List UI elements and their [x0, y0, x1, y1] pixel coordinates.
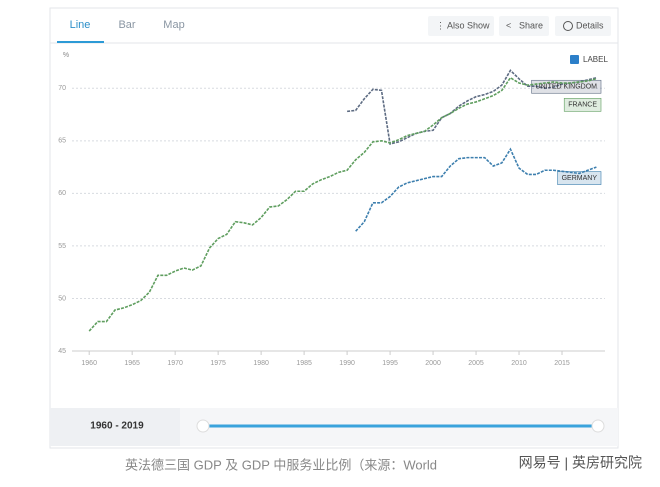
- caption: 英法德三国 GDP 及 GDP 中服务业比例（来源：World: [125, 457, 437, 472]
- button[interactable]: [555, 16, 611, 36]
- series-line: [88, 76, 597, 332]
- series-label-box: [557, 171, 602, 185]
- x-tick-label: 1965: [124, 360, 140, 367]
- x-tick-label: 1975: [210, 360, 226, 367]
- button-label[interactable]: Also Show: [447, 20, 490, 30]
- x-tick-label: 2015: [554, 360, 570, 367]
- x-tick-label: 2005: [468, 360, 484, 367]
- slider-handle[interactable]: [591, 419, 605, 433]
- y-axis-label: %: [63, 52, 69, 59]
- tab[interactable]: Map: [163, 19, 184, 31]
- range-box: [50, 408, 180, 446]
- y-tick-label: 50: [58, 295, 66, 302]
- checkbox[interactable]: [570, 55, 579, 64]
- series-label: UNITED KINGDOM: [536, 84, 598, 91]
- series-label: GERMANY: [562, 175, 598, 182]
- y-tick-label: 55: [58, 243, 66, 250]
- series-line: [355, 147, 597, 232]
- range-label: 1960 - 2019: [90, 421, 144, 432]
- button[interactable]: [428, 16, 494, 36]
- icon: ⋮: [436, 20, 445, 30]
- series-label-box: [531, 79, 602, 94]
- slider-handle[interactable]: [196, 419, 210, 433]
- button-label[interactable]: Details: [576, 20, 604, 30]
- icon: <: [506, 20, 511, 30]
- x-tick-label: 1995: [382, 360, 398, 367]
- button[interactable]: [499, 16, 549, 36]
- x-tick-label: 1985: [296, 360, 312, 367]
- x-tick-label: 2000: [425, 360, 441, 367]
- watermark: 网易号 | 英房研究院: [519, 455, 642, 471]
- card: [49, 7, 619, 449]
- y-tick-label: 45: [58, 348, 66, 355]
- plot: 45 50 55 60 65 70 1960 1965 1970 1975 1980 1985 1990…: [58, 69, 605, 367]
- checkbox-label[interactable]: LABEL: [583, 55, 608, 64]
- icon: [563, 21, 573, 31]
- x-tick-label: 1990: [339, 360, 355, 367]
- series-line: [346, 69, 597, 145]
- tab[interactable]: Line: [70, 19, 91, 31]
- series-label: FRANCE: [568, 102, 597, 109]
- y-tick-label: 65: [58, 138, 66, 145]
- tab[interactable]: Bar: [118, 19, 135, 31]
- x-tick-label: 1980: [253, 360, 269, 367]
- y-tick-label: 70: [58, 85, 66, 92]
- x-tick-label: 2010: [511, 360, 527, 367]
- y-tick-label: 60: [58, 190, 66, 197]
- button-label[interactable]: Share: [519, 20, 543, 30]
- series-label-box: [563, 98, 602, 112]
- x-tick-label: 1970: [167, 360, 183, 367]
- x-tick-label: 1960: [81, 360, 97, 367]
